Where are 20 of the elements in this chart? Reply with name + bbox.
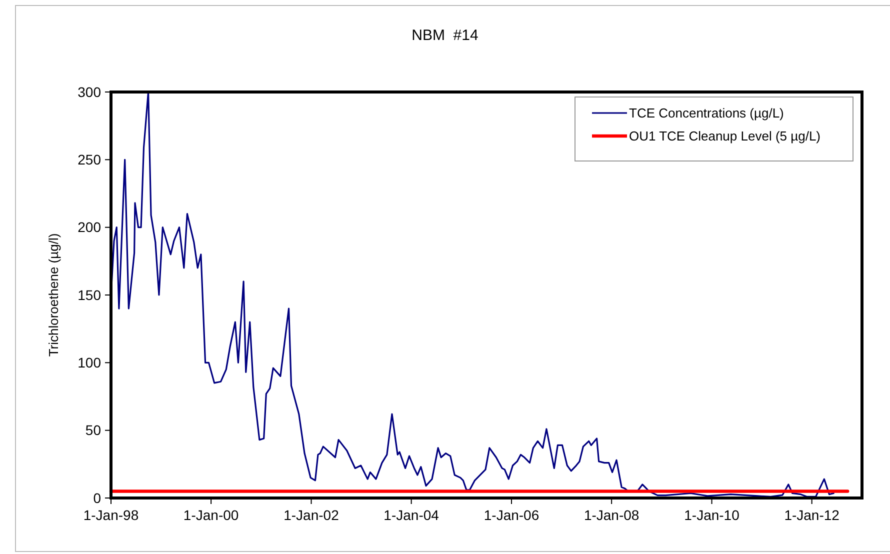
y-tick-label: 150 (78, 286, 102, 303)
x-tick-label: 1-Jan-04 (384, 507, 440, 523)
x-tick-label: 1-Jan-08 (584, 507, 640, 523)
line-series (110, 91, 834, 498)
x-tick-label: 1-Jan-02 (284, 507, 340, 523)
y-tick-label: 200 (78, 219, 102, 236)
y-axis-title: Trichloroethene (µg/l) (46, 233, 61, 357)
y-tick-label: 250 (78, 152, 102, 168)
x-tick-label: 1-Jan-98 (83, 507, 139, 523)
y-tick-label: 0 (93, 490, 102, 506)
x-tick-label: 1-Jan-00 (183, 507, 239, 523)
y-tick-label: 300 (78, 84, 102, 100)
chart-title: NBM #14 (412, 27, 478, 44)
x-tick-label: 1-Jan-06 (484, 507, 540, 523)
legend-label: TCE Concentrations (µg/L) (629, 106, 784, 121)
legend-label: OU1 TCE Cleanup Level (5 µg/L) (629, 128, 821, 144)
y-tick-label: 100 (78, 354, 102, 371)
x-tick-label: 1-Jan-10 (684, 507, 740, 523)
y-tick-label: 50 (85, 422, 102, 438)
x-tick-label: 1-Jan-12 (784, 507, 840, 523)
